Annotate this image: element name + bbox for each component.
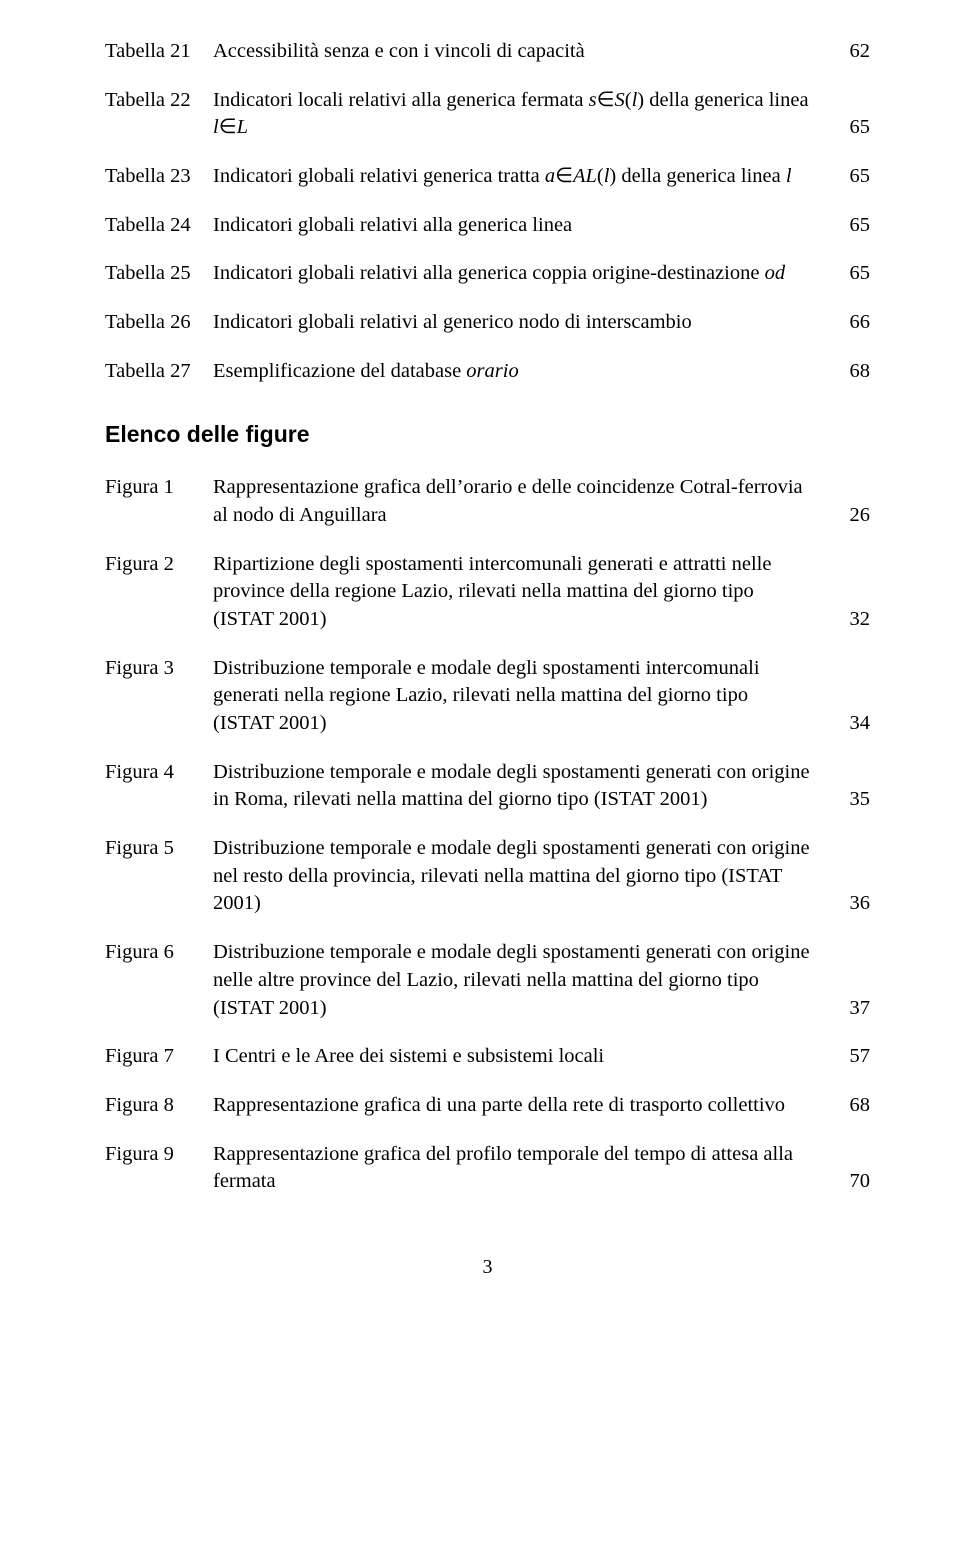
figure-description: I Centri e le Aree dei sistemi e subsist… [213, 1043, 830, 1071]
table-row: Tabella 22Indicatori locali relativi all… [105, 87, 870, 142]
figure-label: Figura 7 [105, 1043, 213, 1071]
table-description: Indicatori globali relativi alla generic… [213, 212, 830, 240]
figures-list: Figura 1Rappresentazione grafica dell’or… [105, 474, 870, 1195]
page-number: 3 [105, 1254, 870, 1281]
table-page: 65 [830, 163, 870, 191]
figure-row: Figura 8Rappresentazione grafica di una … [105, 1092, 870, 1120]
figure-page: 36 [830, 890, 870, 918]
figure-page: 26 [830, 502, 870, 530]
figure-row: Figura 7I Centri e le Aree dei sistemi e… [105, 1043, 870, 1071]
figure-label: Figura 6 [105, 939, 213, 967]
table-description: Indicatori locali relativi alla generica… [213, 87, 830, 142]
figure-description: Distribuzione temporale e modale degli s… [213, 655, 830, 738]
figure-page: 57 [830, 1043, 870, 1071]
table-description: Indicatori globali relativi alla generic… [213, 260, 830, 288]
figure-page: 37 [830, 995, 870, 1023]
table-label: Tabella 25 [105, 260, 213, 288]
figure-page: 34 [830, 710, 870, 738]
figure-page: 70 [830, 1168, 870, 1196]
figure-description: Distribuzione temporale e modale degli s… [213, 835, 830, 918]
table-description: Esemplificazione del database orario [213, 358, 830, 386]
table-label: Tabella 21 [105, 38, 213, 66]
figure-label: Figura 8 [105, 1092, 213, 1120]
figure-description: Rappresentazione grafica del profilo tem… [213, 1141, 830, 1196]
table-row: Tabella 24Indicatori globali relativi al… [105, 212, 870, 240]
table-description: Indicatori globali relativi generica tra… [213, 163, 830, 191]
figure-page: 32 [830, 606, 870, 634]
figure-label: Figura 2 [105, 551, 213, 579]
figure-label: Figura 3 [105, 655, 213, 683]
figure-row: Figura 4Distribuzione temporale e modale… [105, 759, 870, 814]
table-label: Tabella 24 [105, 212, 213, 240]
figure-row: Figura 9Rappresentazione grafica del pro… [105, 1141, 870, 1196]
table-row: Tabella 26Indicatori globali relativi al… [105, 309, 870, 337]
figure-page: 68 [830, 1092, 870, 1120]
table-page: 68 [830, 358, 870, 386]
figure-description: Ripartizione degli spostamenti intercomu… [213, 551, 830, 634]
figure-label: Figura 9 [105, 1141, 213, 1169]
table-page: 62 [830, 38, 870, 66]
figure-label: Figura 1 [105, 474, 213, 502]
figure-description: Distribuzione temporale e modale degli s… [213, 939, 830, 1022]
tables-list: Tabella 21Accessibilità senza e con i vi… [105, 38, 870, 385]
figure-description: Distribuzione temporale e modale degli s… [213, 759, 830, 814]
figure-row: Figura 2Ripartizione degli spostamenti i… [105, 551, 870, 634]
figure-page: 35 [830, 786, 870, 814]
table-page: 65 [830, 260, 870, 288]
figure-description: Rappresentazione grafica di una parte de… [213, 1092, 830, 1120]
table-row: Tabella 25Indicatori globali relativi al… [105, 260, 870, 288]
figure-row: Figura 5Distribuzione temporale e modale… [105, 835, 870, 918]
table-row: Tabella 23Indicatori globali relativi ge… [105, 163, 870, 191]
table-description: Accessibilità senza e con i vincoli di c… [213, 38, 830, 66]
table-page: 65 [830, 114, 870, 142]
figure-description: Rappresentazione grafica dell’orario e d… [213, 474, 830, 529]
table-description: Indicatori globali relativi al generico … [213, 309, 830, 337]
table-label: Tabella 27 [105, 358, 213, 386]
figure-row: Figura 3Distribuzione temporale e modale… [105, 655, 870, 738]
figure-label: Figura 5 [105, 835, 213, 863]
figure-label: Figura 4 [105, 759, 213, 787]
figures-heading: Elenco delle figure [105, 419, 870, 450]
table-page: 65 [830, 212, 870, 240]
table-page: 66 [830, 309, 870, 337]
figure-row: Figura 6Distribuzione temporale e modale… [105, 939, 870, 1022]
table-label: Tabella 22 [105, 87, 213, 115]
table-row: Tabella 21Accessibilità senza e con i vi… [105, 38, 870, 66]
figure-row: Figura 1Rappresentazione grafica dell’or… [105, 474, 870, 529]
table-row: Tabella 27Esemplificazione del database … [105, 358, 870, 386]
table-label: Tabella 26 [105, 309, 213, 337]
table-label: Tabella 23 [105, 163, 213, 191]
